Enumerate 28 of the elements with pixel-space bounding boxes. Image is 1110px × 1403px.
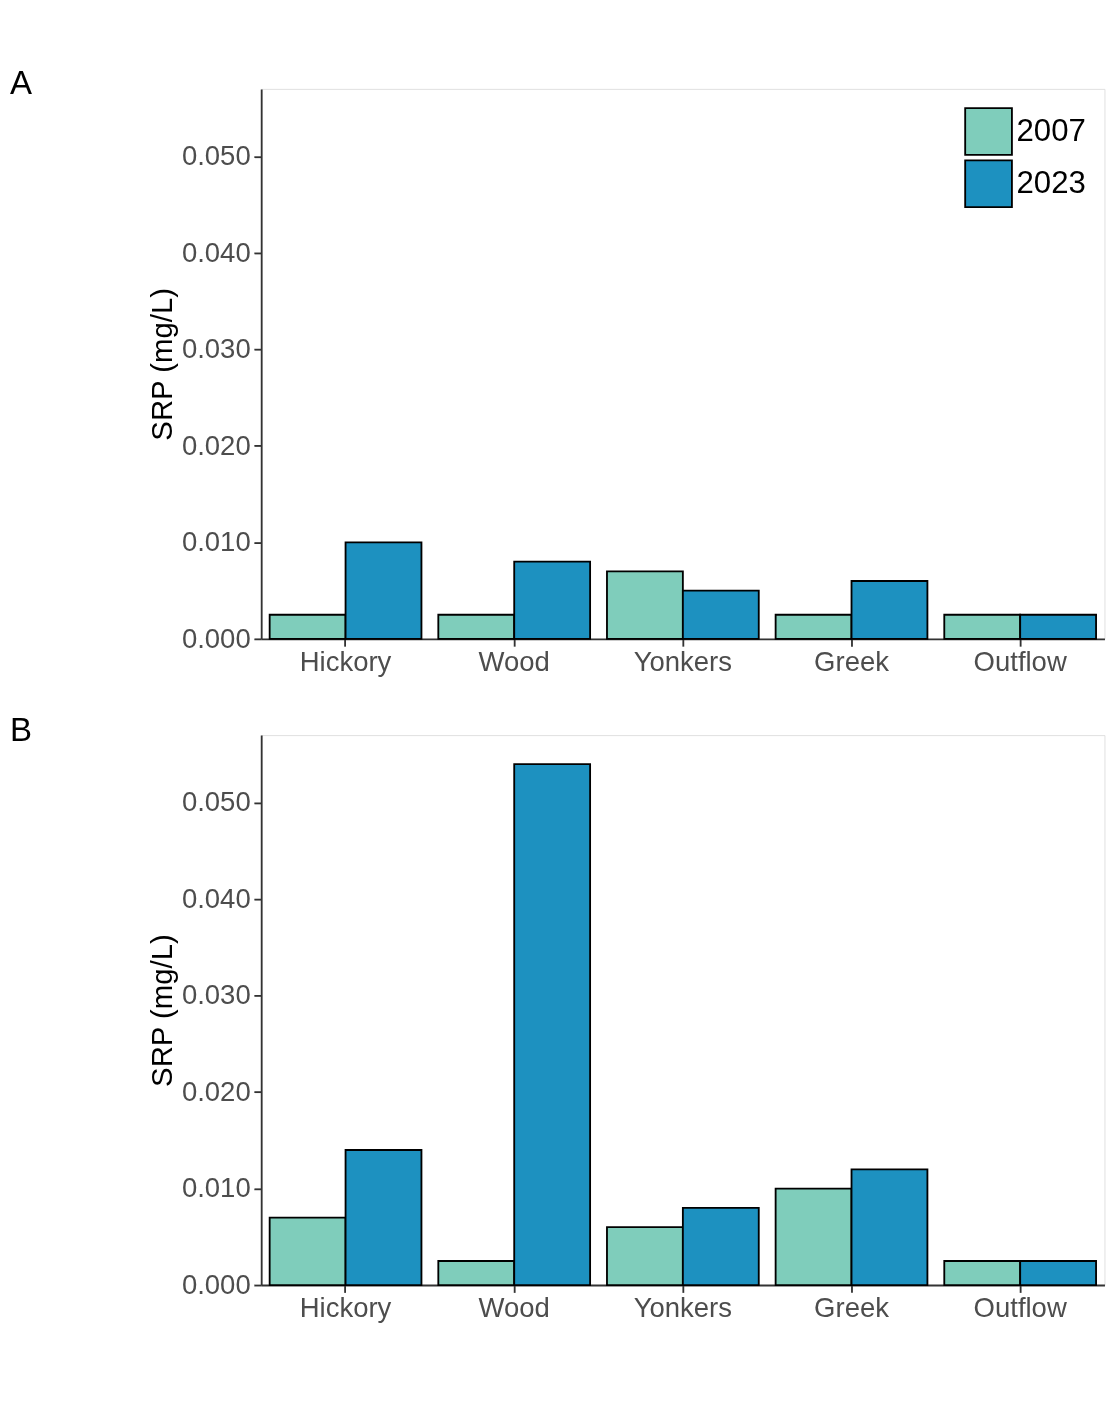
x-tick-label: Outflow [973, 1291, 1067, 1323]
x-tick-label: Yonkers [633, 645, 733, 677]
chart-title: A [10, 64, 33, 102]
y-tick-label: 0.000 [181, 1268, 251, 1300]
y-tick-label: 0.020 [181, 1075, 251, 1107]
x-tick-label: Outflow [973, 645, 1067, 677]
y-axis-title: SRP (mg/L) [144, 288, 178, 441]
y-tick-label: 0.050 [181, 140, 251, 172]
y-tick-label: 0.030 [181, 333, 251, 365]
x-tick-label: Greek [814, 1291, 890, 1323]
y-tick-label: 0.040 [181, 236, 251, 268]
x-tick-label: Yonkers [633, 1291, 733, 1323]
legend-label: 2007 [1016, 112, 1086, 148]
y-tick-label: 0.000 [181, 622, 251, 654]
y-tick-label: 0.020 [181, 429, 251, 461]
y-axis-title: SRP (mg/L) [144, 934, 178, 1087]
y-tick-label: 0.010 [181, 526, 251, 558]
y-tick-label: 0.050 [181, 786, 251, 818]
legend-label: 2023 [1016, 164, 1086, 200]
y-tick-label: 0.030 [181, 979, 251, 1011]
chart-title: B [10, 710, 33, 748]
x-tick-label: Hickory [299, 1291, 392, 1323]
x-tick-label: Greek [814, 645, 890, 677]
y-tick-label: 0.010 [181, 1172, 251, 1204]
y-tick-label: 0.040 [181, 882, 251, 914]
x-tick-label: Wood [478, 1291, 550, 1323]
x-tick-label: Wood [478, 645, 550, 677]
x-tick-label: Hickory [299, 645, 392, 677]
